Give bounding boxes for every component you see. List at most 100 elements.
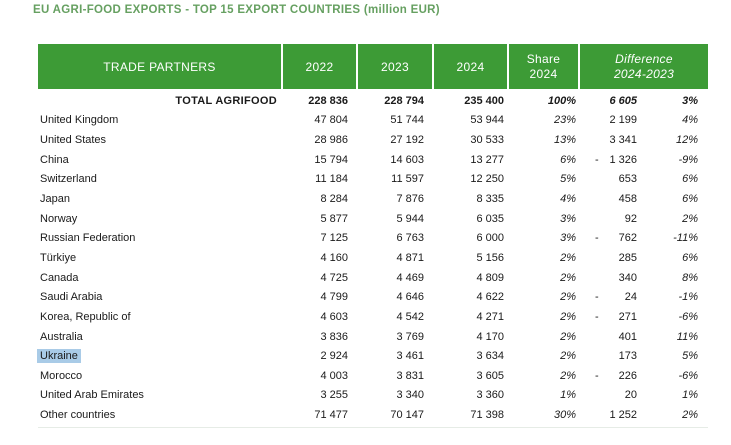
column-header-2022: 2022 bbox=[281, 44, 356, 89]
difference-header-line1: Difference bbox=[615, 51, 673, 66]
column-header-difference: Difference 2024-2023 bbox=[578, 44, 708, 89]
value-2022: 4 725 bbox=[320, 271, 348, 284]
difference-percent: 8% bbox=[682, 271, 698, 284]
share-2024: 23% bbox=[553, 114, 576, 127]
value-2024: 4 622 bbox=[476, 291, 504, 304]
country-name: Other countries bbox=[40, 409, 116, 422]
minus-sign: - bbox=[595, 291, 599, 304]
value-2024: 235 400 bbox=[464, 94, 504, 107]
share-header-line1: Share bbox=[526, 51, 561, 66]
share-header-line2: 2024 bbox=[529, 66, 558, 81]
table-row: Norway 5 877 5 944 6 035 3% 92 2% bbox=[38, 209, 708, 229]
value-2022: 2 924 bbox=[320, 350, 348, 363]
table-row: Türkiye 4 160 4 871 5 156 2% 285 6% bbox=[38, 248, 708, 268]
difference-absolute: 2 199 bbox=[609, 114, 637, 127]
table-body: TOTAL AGRIFOOD 228 836 228 794 235 400 1… bbox=[37, 91, 708, 425]
share-2024: 2% bbox=[560, 369, 576, 382]
country-name: United States bbox=[40, 134, 107, 147]
value-2024: 3 634 bbox=[476, 350, 504, 363]
value-2023: 11 597 bbox=[391, 173, 424, 186]
difference-percent: 5% bbox=[682, 350, 698, 363]
country-name: Australia bbox=[40, 330, 83, 343]
difference-header-line2: 2024-2023 bbox=[613, 66, 675, 81]
table-row: Canada 4 725 4 469 4 809 2% 340 8% bbox=[38, 268, 708, 288]
country-name: Russian Federation bbox=[40, 232, 136, 245]
value-2024: 6 035 bbox=[476, 212, 504, 225]
country-name: Saudi Arabia bbox=[40, 291, 103, 304]
table-row: United Arab Emirates 3 255 3 340 3 360 1… bbox=[38, 386, 708, 406]
table-bottom-border bbox=[38, 427, 708, 428]
value-2022: 28 986 bbox=[314, 134, 348, 147]
value-2022: 3 255 bbox=[320, 389, 348, 402]
difference-percent: 1% bbox=[682, 389, 698, 402]
value-2023: 3 769 bbox=[396, 330, 424, 343]
difference-absolute: 173 bbox=[618, 350, 637, 363]
value-2022: 4 603 bbox=[320, 310, 348, 323]
table-row: Saudi Arabia 4 799 4 646 4 622 2% -24 -1… bbox=[38, 287, 708, 307]
minus-sign: - bbox=[595, 232, 599, 245]
value-2024: 71 398 bbox=[470, 409, 504, 422]
value-2022: 15 794 bbox=[314, 153, 348, 166]
value-2022: 228 836 bbox=[308, 94, 348, 107]
difference-absolute: -271 bbox=[595, 310, 637, 323]
value-2022: 4 799 bbox=[320, 291, 348, 304]
table-row: Australia 3 836 3 769 4 170 2% 401 11% bbox=[38, 327, 708, 347]
value-2024: 13 277 bbox=[470, 153, 504, 166]
selection-highlight: Ukraine bbox=[37, 349, 81, 364]
table-header-row: TRADE PARTNERS 2022 2023 2024 Share 2024… bbox=[38, 44, 708, 89]
value-2024: 30 533 bbox=[470, 134, 504, 147]
minus-sign: - bbox=[595, 369, 599, 382]
difference-absolute: 285 bbox=[618, 251, 637, 264]
difference-absolute: -24 bbox=[595, 291, 637, 304]
value-2023: 7 876 bbox=[396, 193, 424, 206]
difference-percent: -6% bbox=[678, 369, 698, 382]
table-row: Russian Federation 7 125 6 763 6 000 3% … bbox=[38, 228, 708, 248]
value-2023: 70 147 bbox=[390, 409, 424, 422]
value-2024: 4 170 bbox=[476, 330, 504, 343]
difference-absolute: -226 bbox=[595, 369, 637, 382]
table-row: United States 28 986 27 192 30 533 13% 3… bbox=[38, 130, 708, 150]
value-2023: 14 603 bbox=[390, 153, 424, 166]
country-name: Morocco bbox=[40, 369, 83, 382]
difference-percent: -11% bbox=[673, 232, 698, 245]
difference-absolute: 340 bbox=[618, 271, 637, 284]
country-name: Canada bbox=[40, 271, 79, 284]
country-name: Türkiye bbox=[40, 251, 77, 264]
difference-percent: 11% bbox=[676, 330, 698, 343]
share-2024: 30% bbox=[553, 409, 576, 422]
share-2024: 3% bbox=[560, 232, 576, 245]
difference-absolute: 6 605 bbox=[609, 94, 637, 107]
difference-percent: 2% bbox=[682, 212, 698, 225]
column-header-2023: 2023 bbox=[356, 44, 432, 89]
table-row: Japan 8 284 7 876 8 335 4% 458 6% bbox=[38, 189, 708, 209]
country-name: Norway bbox=[40, 212, 78, 225]
share-2024: 100% bbox=[547, 94, 576, 107]
column-header-share-2024: Share 2024 bbox=[507, 44, 578, 89]
value-2022: 71 477 bbox=[314, 409, 348, 422]
difference-absolute: -1 326 bbox=[595, 153, 637, 166]
value-2024: 3 605 bbox=[476, 369, 504, 382]
difference-absolute: 458 bbox=[618, 193, 637, 206]
difference-percent: 12% bbox=[675, 134, 698, 147]
difference-percent: -1% bbox=[678, 291, 698, 304]
value-2022: 47 804 bbox=[314, 114, 348, 127]
value-2023: 3 831 bbox=[396, 369, 424, 382]
difference-percent: 6% bbox=[682, 251, 698, 264]
minus-sign: - bbox=[595, 310, 599, 323]
difference-absolute: 401 bbox=[618, 330, 637, 343]
table-row: United Kingdom 47 804 51 744 53 944 23% … bbox=[38, 111, 708, 131]
minus-sign: - bbox=[595, 153, 599, 166]
difference-percent: 4% bbox=[682, 114, 698, 127]
value-2024: 6 000 bbox=[476, 232, 504, 245]
value-2023: 3 340 bbox=[396, 389, 424, 402]
value-2023: 4 469 bbox=[396, 271, 424, 284]
value-2024: 3 360 bbox=[476, 389, 504, 402]
table-row: Switzerland 11 184 11 597 12 250 5% 653 … bbox=[38, 170, 708, 190]
value-2022: 7 125 bbox=[320, 232, 348, 245]
value-2022: 11 184 bbox=[315, 173, 348, 186]
difference-absolute: 653 bbox=[618, 173, 637, 186]
value-2024: 4 271 bbox=[476, 310, 504, 323]
value-2022: 4 160 bbox=[320, 251, 348, 264]
difference-absolute: 3 341 bbox=[609, 134, 637, 147]
